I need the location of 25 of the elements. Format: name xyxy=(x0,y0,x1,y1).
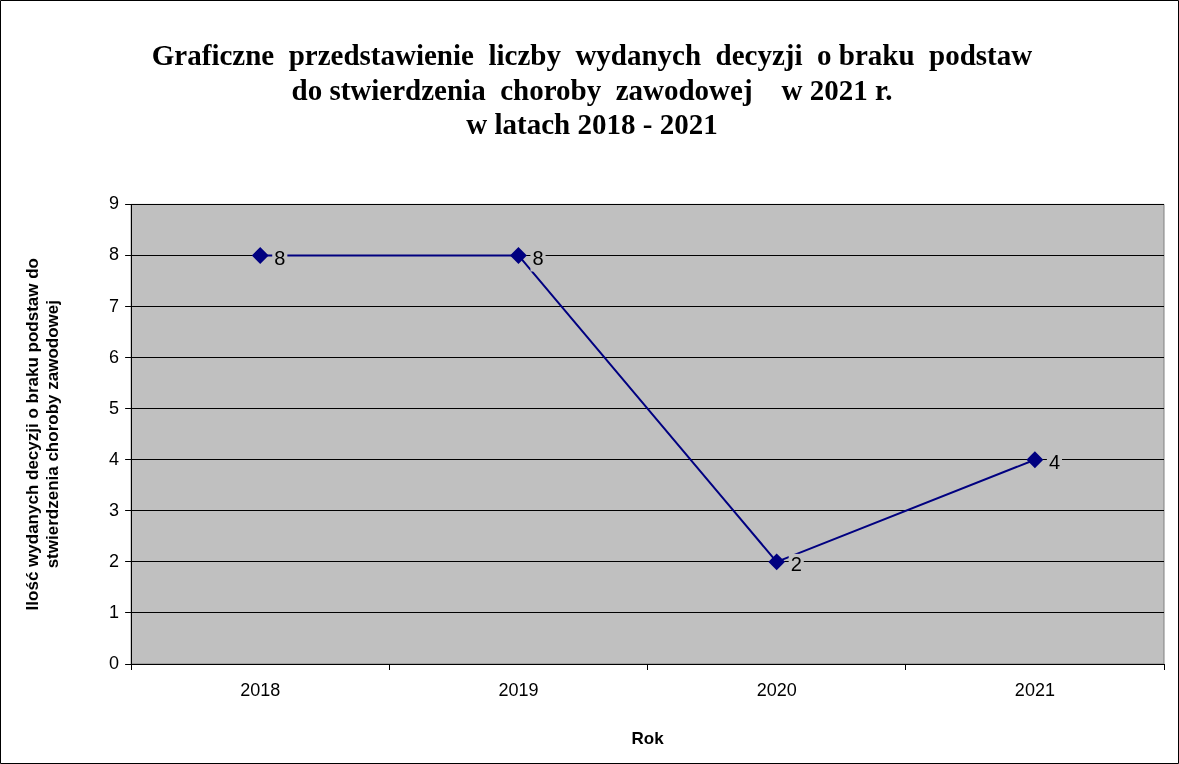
x-tick-label: 2018 xyxy=(240,679,281,700)
point xyxy=(252,247,269,264)
data-label: 2 xyxy=(790,553,802,576)
y-tick-label: 9 xyxy=(109,193,120,214)
data-label: 8 xyxy=(274,246,286,269)
x-axis-title: Rok xyxy=(631,729,665,749)
point xyxy=(1026,451,1043,468)
y-tick-label: 7 xyxy=(109,295,120,316)
y-tick-label: 8 xyxy=(109,244,120,265)
y-axis-title: Ilość wydanych decyzji o braku podstaw do stwierdzenia choroby zawodowej xyxy=(23,258,63,611)
chart-title: Graficzne przedstawienie liczby wydanych decyzji o braku podstaw do stwierdzenia choroby zawodowej w 2021 r. w latach 2018 - 2021 xyxy=(151,38,1033,141)
data-label: 4 xyxy=(1048,451,1061,474)
point xyxy=(510,247,527,264)
data-label: 8 xyxy=(532,246,544,269)
x-tick-label: 2020 xyxy=(756,679,797,700)
x-tick-label: 2021 xyxy=(1014,679,1055,700)
y-tick-label: 3 xyxy=(109,499,120,520)
y-tick-label: 6 xyxy=(109,346,120,367)
x-tick-label: 2019 xyxy=(498,679,539,700)
y-tick-label: 2 xyxy=(109,550,120,571)
y-tick-label: 0 xyxy=(109,652,120,673)
y-tick-label: 5 xyxy=(109,397,120,418)
y-tick-label: 1 xyxy=(109,601,120,622)
point xyxy=(768,553,785,570)
y-tick-label: 4 xyxy=(109,448,120,469)
